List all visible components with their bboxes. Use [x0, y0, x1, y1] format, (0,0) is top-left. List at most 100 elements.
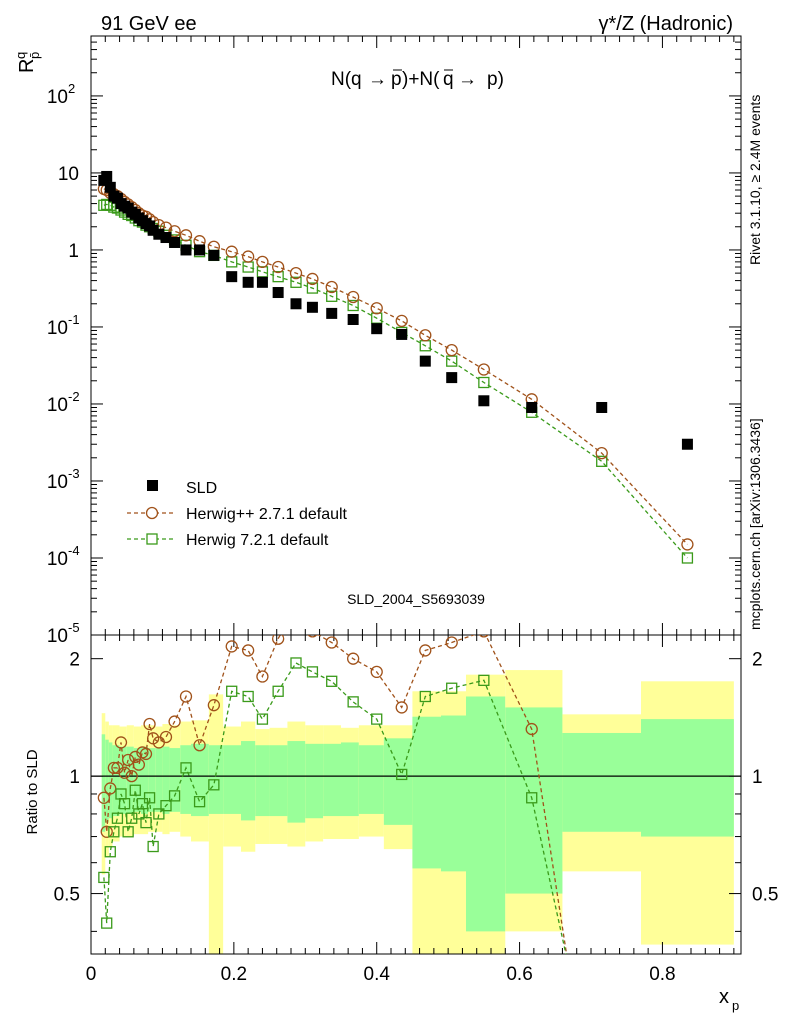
band-inner	[641, 719, 734, 837]
ratio-herwigpp-marker	[159, 730, 173, 744]
ratio-y-label: Ratio to SLD	[24, 749, 41, 834]
x-axis-label: x	[719, 986, 729, 1008]
herwigpp-marker	[325, 280, 338, 294]
y-tick-label-exp: 2	[68, 81, 75, 96]
sld-marker	[242, 276, 254, 288]
ratio-herwigpp-marker	[114, 736, 128, 749]
legend-herwigpp-label: Herwig++ 2.7.1 default	[186, 506, 348, 523]
herwig7-marker	[101, 198, 113, 211]
ratio-herwigpp-marker	[132, 758, 146, 771]
sld-marker	[478, 395, 490, 407]
band-inner	[105, 739, 109, 823]
ratio-herwigpp-marker	[346, 652, 360, 665]
ratio-herwig7-marker	[98, 871, 110, 884]
sld-marker	[194, 244, 206, 256]
ratio-herwig7-marker	[129, 784, 141, 796]
ratio-herwig7-marker	[396, 768, 408, 781]
sld-marker	[256, 276, 268, 288]
herwig7-marker	[681, 552, 694, 564]
ratio-series	[97, 635, 568, 954]
herwigpp-marker	[346, 290, 360, 304]
header-right: γ*/Z (Hadronic)	[599, 13, 733, 35]
ratio-herwig7-marker	[272, 685, 284, 697]
herwig7-marker	[446, 355, 458, 367]
herwigpp-marker	[595, 446, 608, 460]
ratio-herwigpp-marker	[100, 825, 113, 838]
ratio-herwig7-marker	[168, 790, 181, 802]
ratio-herwigpp-marker	[395, 701, 408, 714]
ratio-herwig7-marker	[136, 798, 149, 810]
herwig7-marker	[347, 299, 359, 312]
herwigpp-marker	[395, 314, 408, 328]
band-inner	[323, 743, 341, 817]
ratio-herwig7-marker	[208, 779, 220, 791]
sld-marker	[153, 228, 165, 240]
ratio-herwigpp-line	[103, 635, 568, 954]
ratio-herwig7-marker	[446, 682, 458, 694]
ratio-herwigpp-marker	[256, 670, 269, 683]
ratio-series-clipped	[97, 635, 568, 954]
herwigpp-marker	[477, 363, 491, 376]
title-part-q: q	[443, 69, 454, 90]
y-tick-label-exp: -2	[68, 389, 80, 404]
ratio-herwigpp-marker	[525, 722, 538, 736]
ratio-herwigpp-marker	[121, 753, 135, 767]
y-axis-label: R q p̄	[13, 52, 42, 73]
sld-marker	[326, 307, 338, 319]
ratio-herwig7-marker	[226, 685, 238, 697]
ratio-herwigpp-marker	[307, 635, 318, 638]
ratio-herwig7-marker	[478, 674, 490, 686]
y-tick-label-exp: -1	[68, 312, 80, 327]
sld-marker	[169, 236, 181, 248]
x-tick-label: 0.4	[364, 964, 391, 985]
ratio-herwig7-marker	[147, 840, 159, 853]
legend-sld-marker	[147, 480, 158, 491]
ratio-herwig7-marker	[143, 792, 156, 804]
herwigpp-marker	[370, 302, 383, 315]
plot-title: N(q → p )+N( q → p)	[331, 69, 504, 90]
ratio-herwig7-line	[103, 662, 567, 954]
ratio-herwig7-marker	[126, 812, 138, 824]
y-axis-label-sub: p̄	[27, 52, 42, 59]
ratio-herwigpp-marker	[271, 635, 285, 645]
watermark: SLD_2004_S5693039	[347, 591, 485, 607]
herwig7-marker	[478, 376, 490, 389]
herwigpp-marker	[179, 229, 193, 242]
ratio-panel-frame	[90, 634, 742, 955]
herwigpp-marker	[271, 260, 285, 274]
herwigpp-marker	[419, 329, 432, 342]
ratio-herwigpp-marker	[370, 665, 383, 679]
herwig7-marker	[326, 290, 338, 302]
ratio-herwigpp-marker	[225, 640, 238, 653]
y-tick-label-exp: -5	[68, 620, 80, 635]
x-tick-label: 0.6	[506, 964, 532, 985]
sld-marker	[101, 170, 113, 182]
legend-herwigpp-marker	[145, 506, 159, 520]
legend-sld-label: SLD	[186, 480, 217, 497]
band-inner	[241, 741, 256, 821]
ratio-herwigpp-marker	[97, 791, 111, 804]
ratio-herwigpp-marker	[125, 769, 138, 783]
herwigpp-marker	[289, 266, 303, 280]
x-tick-label: 0	[86, 964, 97, 985]
ratio-herwig7-marker	[122, 826, 134, 838]
herwig7-marker	[256, 266, 269, 278]
sld-marker	[147, 224, 159, 236]
ratio-tick-label: 0.5	[752, 885, 778, 906]
ratio-herwigpp-marker	[193, 739, 206, 752]
mcplots-label: mcplots.cern.ch [arXiv:1306.3436]	[747, 418, 763, 630]
ratio-herwigpp-marker	[419, 644, 432, 657]
ratio-bands	[101, 670, 734, 954]
ratio-herwig7-marker	[290, 657, 302, 669]
title-part-n1: N(q	[331, 69, 362, 90]
sld-marker	[347, 313, 359, 325]
title-part-end: p)	[487, 69, 504, 90]
sld-marker	[104, 181, 116, 193]
band-inner	[305, 743, 324, 819]
ratio-herwig7-marker	[371, 713, 383, 725]
herwig7-marker	[290, 276, 302, 288]
ratio-axes: 0 0.2 0.4 0.6 0.8 0.5 0.5 1 1 2 2	[54, 635, 778, 985]
herwigpp-marker	[681, 538, 694, 551]
ratio-herwigpp-marker	[118, 766, 131, 779]
header-left: 91 GeV ee	[101, 13, 197, 35]
